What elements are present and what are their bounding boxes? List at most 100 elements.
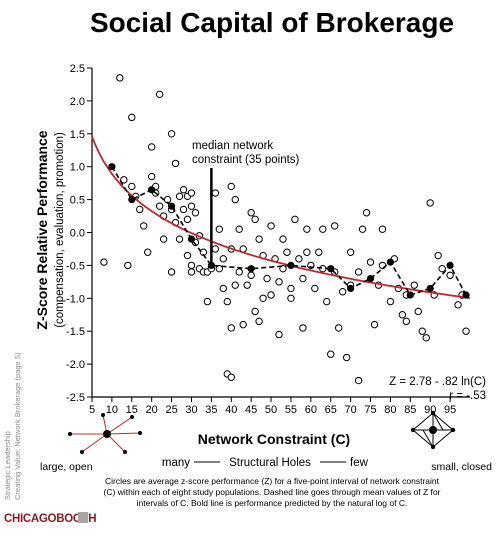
scatter-point [187, 261, 196, 270]
x-tick-label: 50 [265, 404, 277, 416]
scatter-point [331, 222, 339, 230]
scatter-point [251, 307, 259, 316]
scatter-point [362, 209, 371, 217]
ticks: -2.5-2.0-1.5-1.0-0.50.00.51.01.52.02.55 1… [66, 63, 456, 416]
x-axis-label: Network Constraint (C) [198, 431, 350, 447]
y-tick-label: -2.0 [66, 359, 85, 371]
mean-point [187, 235, 196, 243]
x-tick-label: 85 [404, 404, 416, 416]
median-label-line2: constraint (35 points) [192, 154, 300, 166]
scatter-point [279, 235, 287, 243]
scatter-point [358, 225, 367, 233]
scatter-point [140, 222, 148, 230]
x-tick-label: 70 [345, 404, 357, 416]
mean-line-group [111, 166, 467, 296]
scatter-point [239, 320, 247, 329]
scatter-point [299, 274, 307, 283]
scatter-point [446, 271, 454, 279]
axis-sub-many: many [162, 457, 190, 469]
scatter-point [291, 215, 299, 224]
axis-sub-few: few [350, 457, 369, 469]
scatter-point [235, 225, 243, 233]
axes [91, 68, 470, 398]
scatter-point [128, 113, 136, 122]
fit-r: r = -.53 [449, 390, 486, 402]
y-tick-label: 1.0 [70, 162, 85, 174]
left-end-label: large, open [40, 461, 93, 473]
scatter-point [370, 320, 379, 329]
scatter-point [267, 222, 275, 230]
mean-point [207, 261, 215, 269]
scatter-point [187, 268, 196, 276]
y-tick-label: 0.5 [70, 195, 85, 207]
x-tick-label: 80 [384, 404, 396, 416]
scatter-point [179, 186, 188, 194]
mean-points [108, 163, 470, 299]
scatter-point [223, 297, 231, 306]
scatter-point [315, 248, 323, 256]
scatter-point [247, 271, 255, 279]
mean-point [327, 265, 335, 273]
side-note-line-1: Strategic Leadership [3, 431, 12, 500]
x-tick-label: 65 [325, 404, 337, 416]
x-tick-label: 75 [364, 404, 376, 416]
scatter-point [438, 264, 446, 273]
x-tick-label: 5 [89, 404, 95, 416]
scatter-point [155, 90, 164, 99]
mean-point [148, 186, 156, 194]
y-tick-label: -0.5 [66, 260, 85, 272]
scatter-point [159, 235, 168, 243]
mean-point [406, 291, 414, 299]
scatter-point [144, 248, 152, 256]
scatter-point [211, 245, 220, 253]
scatter-point [116, 74, 124, 82]
scatter-point [136, 205, 144, 214]
logo-text: CHICAGOBOOTH [4, 513, 96, 525]
scatter-point [434, 251, 442, 260]
scatter-point [128, 182, 136, 191]
scatter-point [120, 176, 128, 184]
open-points [100, 74, 470, 385]
scatter-point [319, 225, 327, 233]
y-tick-label: 2.0 [70, 96, 85, 108]
scatter-point [251, 215, 259, 224]
y-tick-label: 0.0 [70, 228, 85, 240]
scatter-point [354, 376, 363, 385]
axis-sub-structural-holes: Structural Holes [229, 457, 311, 469]
chicago-booth-logo: CHICAGOBOOTH [4, 512, 97, 525]
scatter-point [366, 258, 375, 266]
y-tick-label: 2.5 [70, 63, 85, 75]
scatter-point [275, 330, 283, 339]
logo-shield-icon [78, 512, 88, 523]
scatter-point [191, 209, 200, 217]
chart-title: Social Capital of Brokerage [90, 7, 454, 38]
scatter-point [342, 353, 351, 362]
scatter-point [155, 202, 164, 210]
mean-point [287, 261, 295, 269]
scatter-point [211, 189, 220, 197]
median-label-line1: median network [192, 140, 273, 152]
x-tick-label: 95 [444, 404, 456, 416]
x-tick-label: 40 [225, 404, 237, 416]
scatter-point [295, 255, 303, 263]
x-tick-label: 20 [146, 404, 158, 416]
scatter-point [227, 324, 235, 332]
mean-point [386, 258, 395, 266]
scatter-point [215, 264, 224, 273]
x-tick-label: 15 [126, 404, 138, 416]
scatter-point [323, 297, 331, 306]
scatter-point [183, 251, 192, 260]
mean-point [347, 284, 355, 293]
mean-point [128, 196, 136, 204]
scatter-point [100, 258, 108, 266]
scatter-point [124, 261, 132, 270]
scatter-point [422, 334, 430, 342]
scatter-point [215, 225, 224, 233]
scatter-point [167, 130, 176, 138]
scatter-point [163, 195, 172, 204]
x-tick-label: 55 [285, 404, 297, 416]
scatter-point [287, 284, 295, 293]
scatter-point [175, 235, 184, 243]
scatter-point [167, 268, 176, 276]
